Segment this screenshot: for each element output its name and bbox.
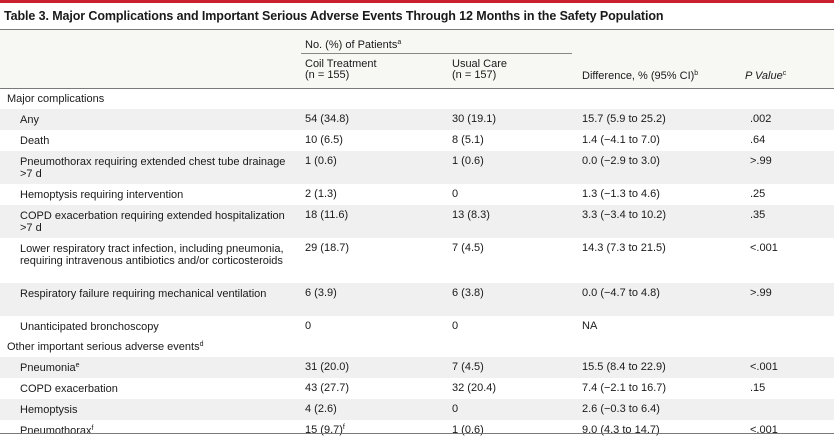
usual-care-value: 7 (4.5) [452,361,484,373]
top-accent-rule [0,0,834,3]
coil-treatment-value: 15 (9.7)f [305,424,345,436]
row-label: Death [20,135,50,147]
header-group-label: No. (%) of Patientsa [305,39,402,51]
header-difference: Difference, % (95% CI)b [582,70,699,82]
row-label: Respiratory failure requiring mechanical… [20,288,267,300]
difference-value: 3.3 (−3.4 to 10.2) [582,209,667,221]
table-title: Table 3. Major Complications and Importa… [4,9,664,23]
section-row: Other important serious adverse eventsd [0,337,834,357]
row-label: Unanticipated bronchoscopy [20,321,159,333]
table-row: Pneumothoraxf 15 (9.7)f 1 (0.6) 9.0 (4.3 to… [0,420,834,441]
coil-treatment-value: 10 (6.5) [305,134,343,146]
header-divider [0,88,834,89]
table-row: Pneumoniae 31 (20.0) 7 (4.5) 15.5 (8.4 to 2… [0,357,834,378]
coil-treatment-value: 1 (0.6) [305,155,337,167]
p-value: <.001 [750,242,778,254]
row-label: COPD exacerbation [20,383,118,395]
usual-care-value: 1 (0.6) [452,155,484,167]
usual-care-value: 32 (20.4) [452,382,497,394]
difference-value: NA [582,320,598,332]
title-divider [0,29,834,30]
table-row: Pneumothorax requiring extended chest tu… [0,151,834,184]
coil-treatment-value: 29 (18.7) [305,242,350,254]
row-label: Any [20,114,39,126]
coil-treatment-value: 4 (2.6) [305,403,337,415]
coil-treatment-value: 31 (20.0) [305,361,350,373]
row-label: Hemoptysis requiring intervention [20,189,184,201]
row-label: Lower respiratory tract infection, inclu… [20,243,284,267]
usual-care-value: 30 (19.1) [452,113,497,125]
header-p-value: P Valuec [745,70,787,82]
row-label: Pneumoniae [20,362,80,374]
table-row: COPD exacerbation 43 (27.7) 32 (20.4) 7.4 (… [0,378,834,399]
row-label: COPD exacerbation requiring extended hos… [20,210,285,234]
usual-care-value: 8 (5.1) [452,134,484,146]
usual-care-value: 13 (8.3) [452,209,490,221]
usual-care-value: 1 (0.6) [452,424,484,436]
table-row: Hemoptysis 4 (2.6) 0 2.6 (−0.3 to 6.4) [0,399,834,420]
difference-value: 0.0 (−2.9 to 3.0) [582,155,660,167]
table-row: Any 54 (34.8) 30 (19.1) 15.7 (5.9 to 25.2).… [0,109,834,130]
row-label: Hemoptysis [20,404,78,416]
p-value: .35 [750,209,766,221]
difference-value: 15.7 (5.9 to 25.2) [582,113,666,125]
table-row: Death 10 (6.5) 8 (5.1) 1.4 (−4.1 to 7.0) .64 [0,130,834,151]
table-row: Hemoptysis requiring intervention 2 (1.3)… [0,184,834,205]
difference-value: 2.6 (−0.3 to 6.4) [582,403,660,415]
usual-care-value: 0 [452,320,459,332]
p-value: <.001 [750,424,778,436]
difference-value: 0.0 (−4.7 to 4.8) [582,287,660,299]
coil-treatment-value: 54 (34.8) [305,113,350,125]
table-header [0,30,834,88]
difference-value: 15.5 (8.4 to 22.9) [582,361,666,373]
difference-value: 9.0 (4.3 to 14.7) [582,424,660,436]
header-coil-treatment: Coil Treatment (n = 155) [305,58,377,81]
difference-value: 7.4 (−2.1 to 16.7) [582,382,667,394]
difference-value: 14.3 (7.3 to 21.5) [582,242,666,254]
table-row: Unanticipated bronchoscopy 0 0 NA [0,316,834,337]
table-row: Lower respiratory tract infection, inclu… [0,238,834,283]
p-value: .64 [750,134,766,146]
row-label: Pneumothorax requiring extended chest tu… [20,156,286,180]
difference-value: 1.4 (−4.1 to 7.0) [582,134,660,146]
table-bottom-rule [0,433,834,434]
header-usual-care: Usual Care (n = 157) [452,58,508,81]
difference-value: 1.3 (−1.3 to 4.6) [582,188,660,200]
section-label: Major complications [7,93,105,105]
p-value: .15 [750,382,766,394]
usual-care-value: 0 [452,188,459,200]
usual-care-value: 0 [452,403,459,415]
p-value: .25 [750,188,766,200]
header-group-underline [301,53,572,54]
p-value: >.99 [750,287,772,299]
table-row: COPD exacerbation requiring extended hos… [0,205,834,238]
p-value: .002 [750,113,772,125]
p-value: >.99 [750,155,772,167]
p-value: <.001 [750,361,778,373]
usual-care-value: 7 (4.5) [452,242,484,254]
coil-treatment-value: 6 (3.9) [305,287,337,299]
coil-treatment-value: 2 (1.3) [305,188,337,200]
section-label: Other important serious adverse eventsd [7,341,204,353]
usual-care-value: 6 (3.8) [452,287,484,299]
coil-treatment-value: 43 (27.7) [305,382,350,394]
section-row: Major complications [0,89,834,109]
coil-treatment-value: 18 (11.6) [305,209,349,221]
table-row: Respiratory failure requiring mechanical… [0,283,834,316]
coil-treatment-value: 0 [305,320,312,332]
row-label: Pneumothoraxf [20,425,94,437]
